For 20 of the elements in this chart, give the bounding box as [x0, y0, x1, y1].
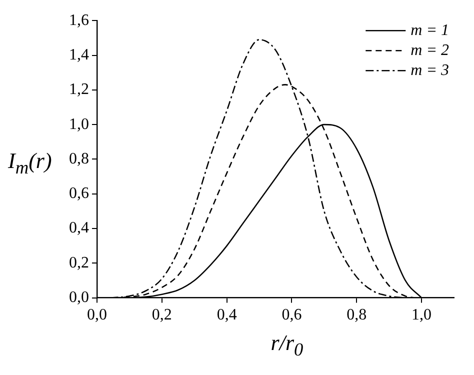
legend-label: m = 3 [410, 62, 450, 79]
y-tick-label: 1,6 [69, 12, 89, 29]
x-tick-label: 1,0 [412, 306, 432, 324]
x-tick-label: 0,2 [152, 306, 172, 324]
y-tick-label: 1,2 [69, 81, 89, 98]
x-tick-label: 0,6 [282, 306, 302, 324]
y-axis-title: I$_{m}$(r) [8, 148, 52, 178]
y-tick-label: 0,4 [69, 220, 89, 237]
y-tick-label: 0,6 [69, 185, 89, 202]
x-tick-label: 0,4 [216, 306, 237, 324]
x-axis-title: r/r$_{0}$ [270, 330, 304, 360]
y-tick-label: 1,0 [69, 116, 89, 133]
x-tick-label: 0,0 [87, 306, 107, 324]
legend-label: m = 1 [410, 22, 450, 39]
x-tick-label: 0,8 [346, 306, 367, 324]
y-tick-label: 1,4 [69, 46, 89, 64]
legend-label: m = 2 [410, 42, 450, 59]
y-tick-label: 0,2 [69, 254, 89, 272]
y-tick-label: 0,8 [69, 150, 89, 168]
y-tick-label: 0,0 [69, 289, 89, 306]
